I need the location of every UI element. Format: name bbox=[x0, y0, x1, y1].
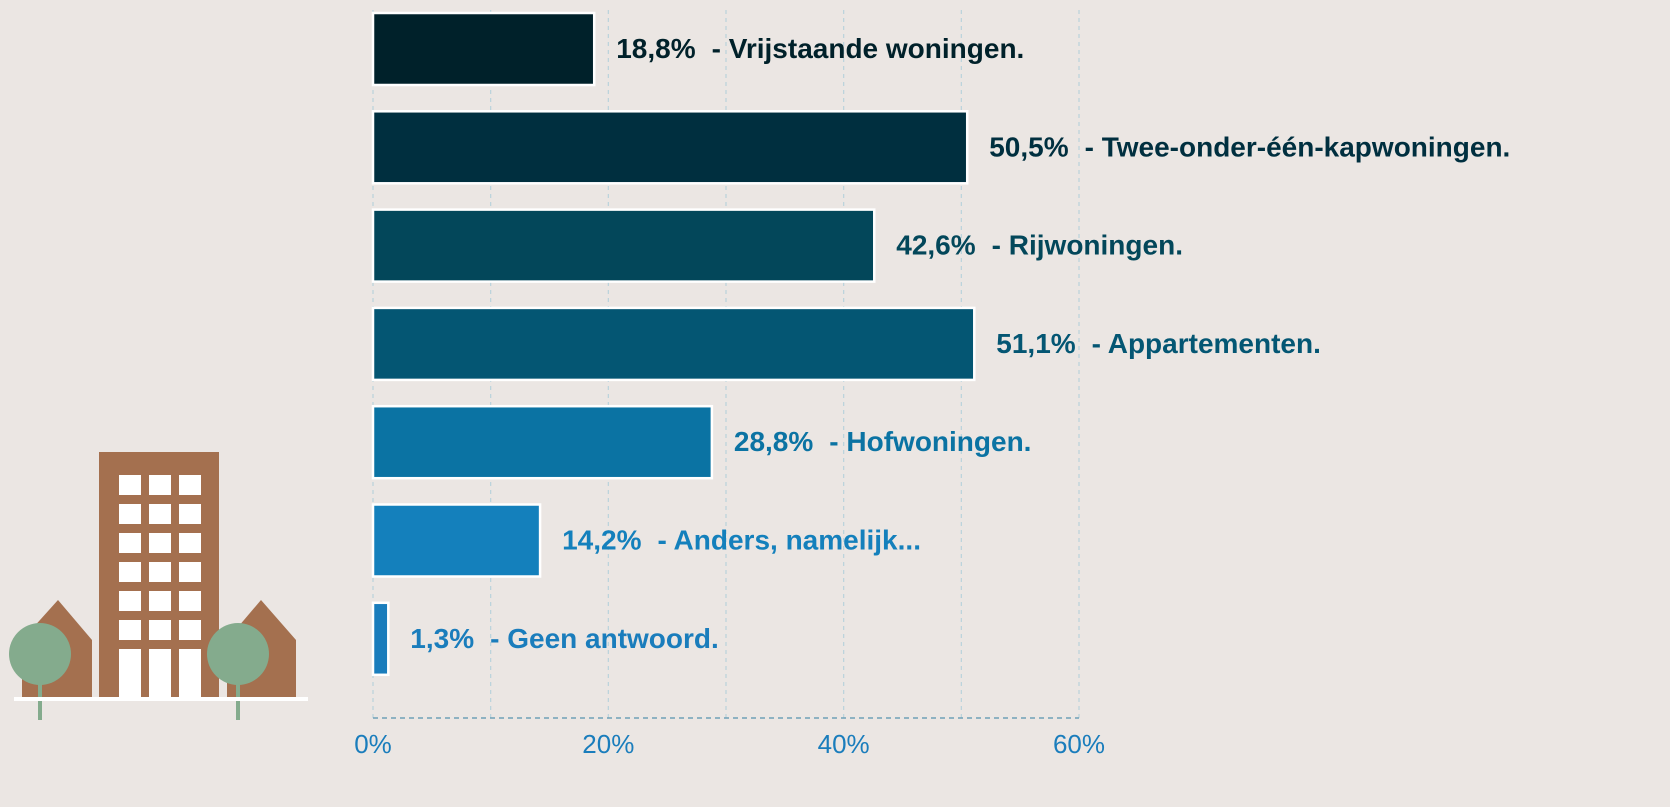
data-label: 50,5% - Twee-onder-één-kapwoningen. bbox=[989, 132, 1510, 163]
data-label: 28,8% - Hofwoningen. bbox=[734, 427, 1032, 458]
category-label: - Appartementen. bbox=[1092, 328, 1321, 359]
value-label: 1,3% bbox=[410, 623, 474, 654]
x-tick-label: 60% bbox=[1053, 729, 1105, 759]
value-label: 42,6% bbox=[896, 230, 975, 261]
value-label: 50,5% bbox=[989, 132, 1068, 163]
page: 0% 20% 40% 60% 18,8% - Vrijstaande woningen. 5… bbox=[0, 0, 1670, 807]
bar bbox=[373, 505, 540, 577]
chart: 0% 20% 40% 60% 18,8% - Vrijstaande woningen. 5… bbox=[0, 0, 1670, 807]
bar bbox=[373, 308, 974, 380]
bar bbox=[373, 210, 874, 282]
category-label: - Hofwoningen. bbox=[829, 427, 1031, 458]
value-label: 14,2% bbox=[562, 525, 641, 556]
x-tick-label: 0% bbox=[354, 729, 392, 759]
value-label: 28,8% bbox=[734, 427, 813, 458]
value-label: 18,8% bbox=[616, 33, 695, 64]
data-label: 18,8% - Vrijstaande woningen. bbox=[616, 33, 1024, 64]
value-label: 51,1% bbox=[996, 328, 1075, 359]
data-label: 51,1% - Appartementen. bbox=[996, 328, 1321, 359]
x-tick-label: 40% bbox=[818, 729, 870, 759]
data-label: 1,3% - Geen antwoord. bbox=[410, 623, 719, 654]
category-label: - Geen antwoord. bbox=[490, 623, 719, 654]
category-label: - Rijwoningen. bbox=[992, 230, 1183, 261]
category-label: - Twee-onder-één-kapwoningen. bbox=[1085, 132, 1511, 163]
x-tick-label: 20% bbox=[582, 729, 634, 759]
bar bbox=[373, 406, 712, 478]
data-label: 14,2% - Anders, namelijk... bbox=[562, 525, 921, 556]
data-label: 42,6% - Rijwoningen. bbox=[896, 230, 1183, 261]
category-label: - Anders, namelijk... bbox=[657, 525, 920, 556]
bar bbox=[373, 13, 594, 85]
bar bbox=[373, 603, 388, 675]
category-label: - Vrijstaande woningen. bbox=[712, 33, 1025, 64]
bar bbox=[373, 111, 967, 183]
